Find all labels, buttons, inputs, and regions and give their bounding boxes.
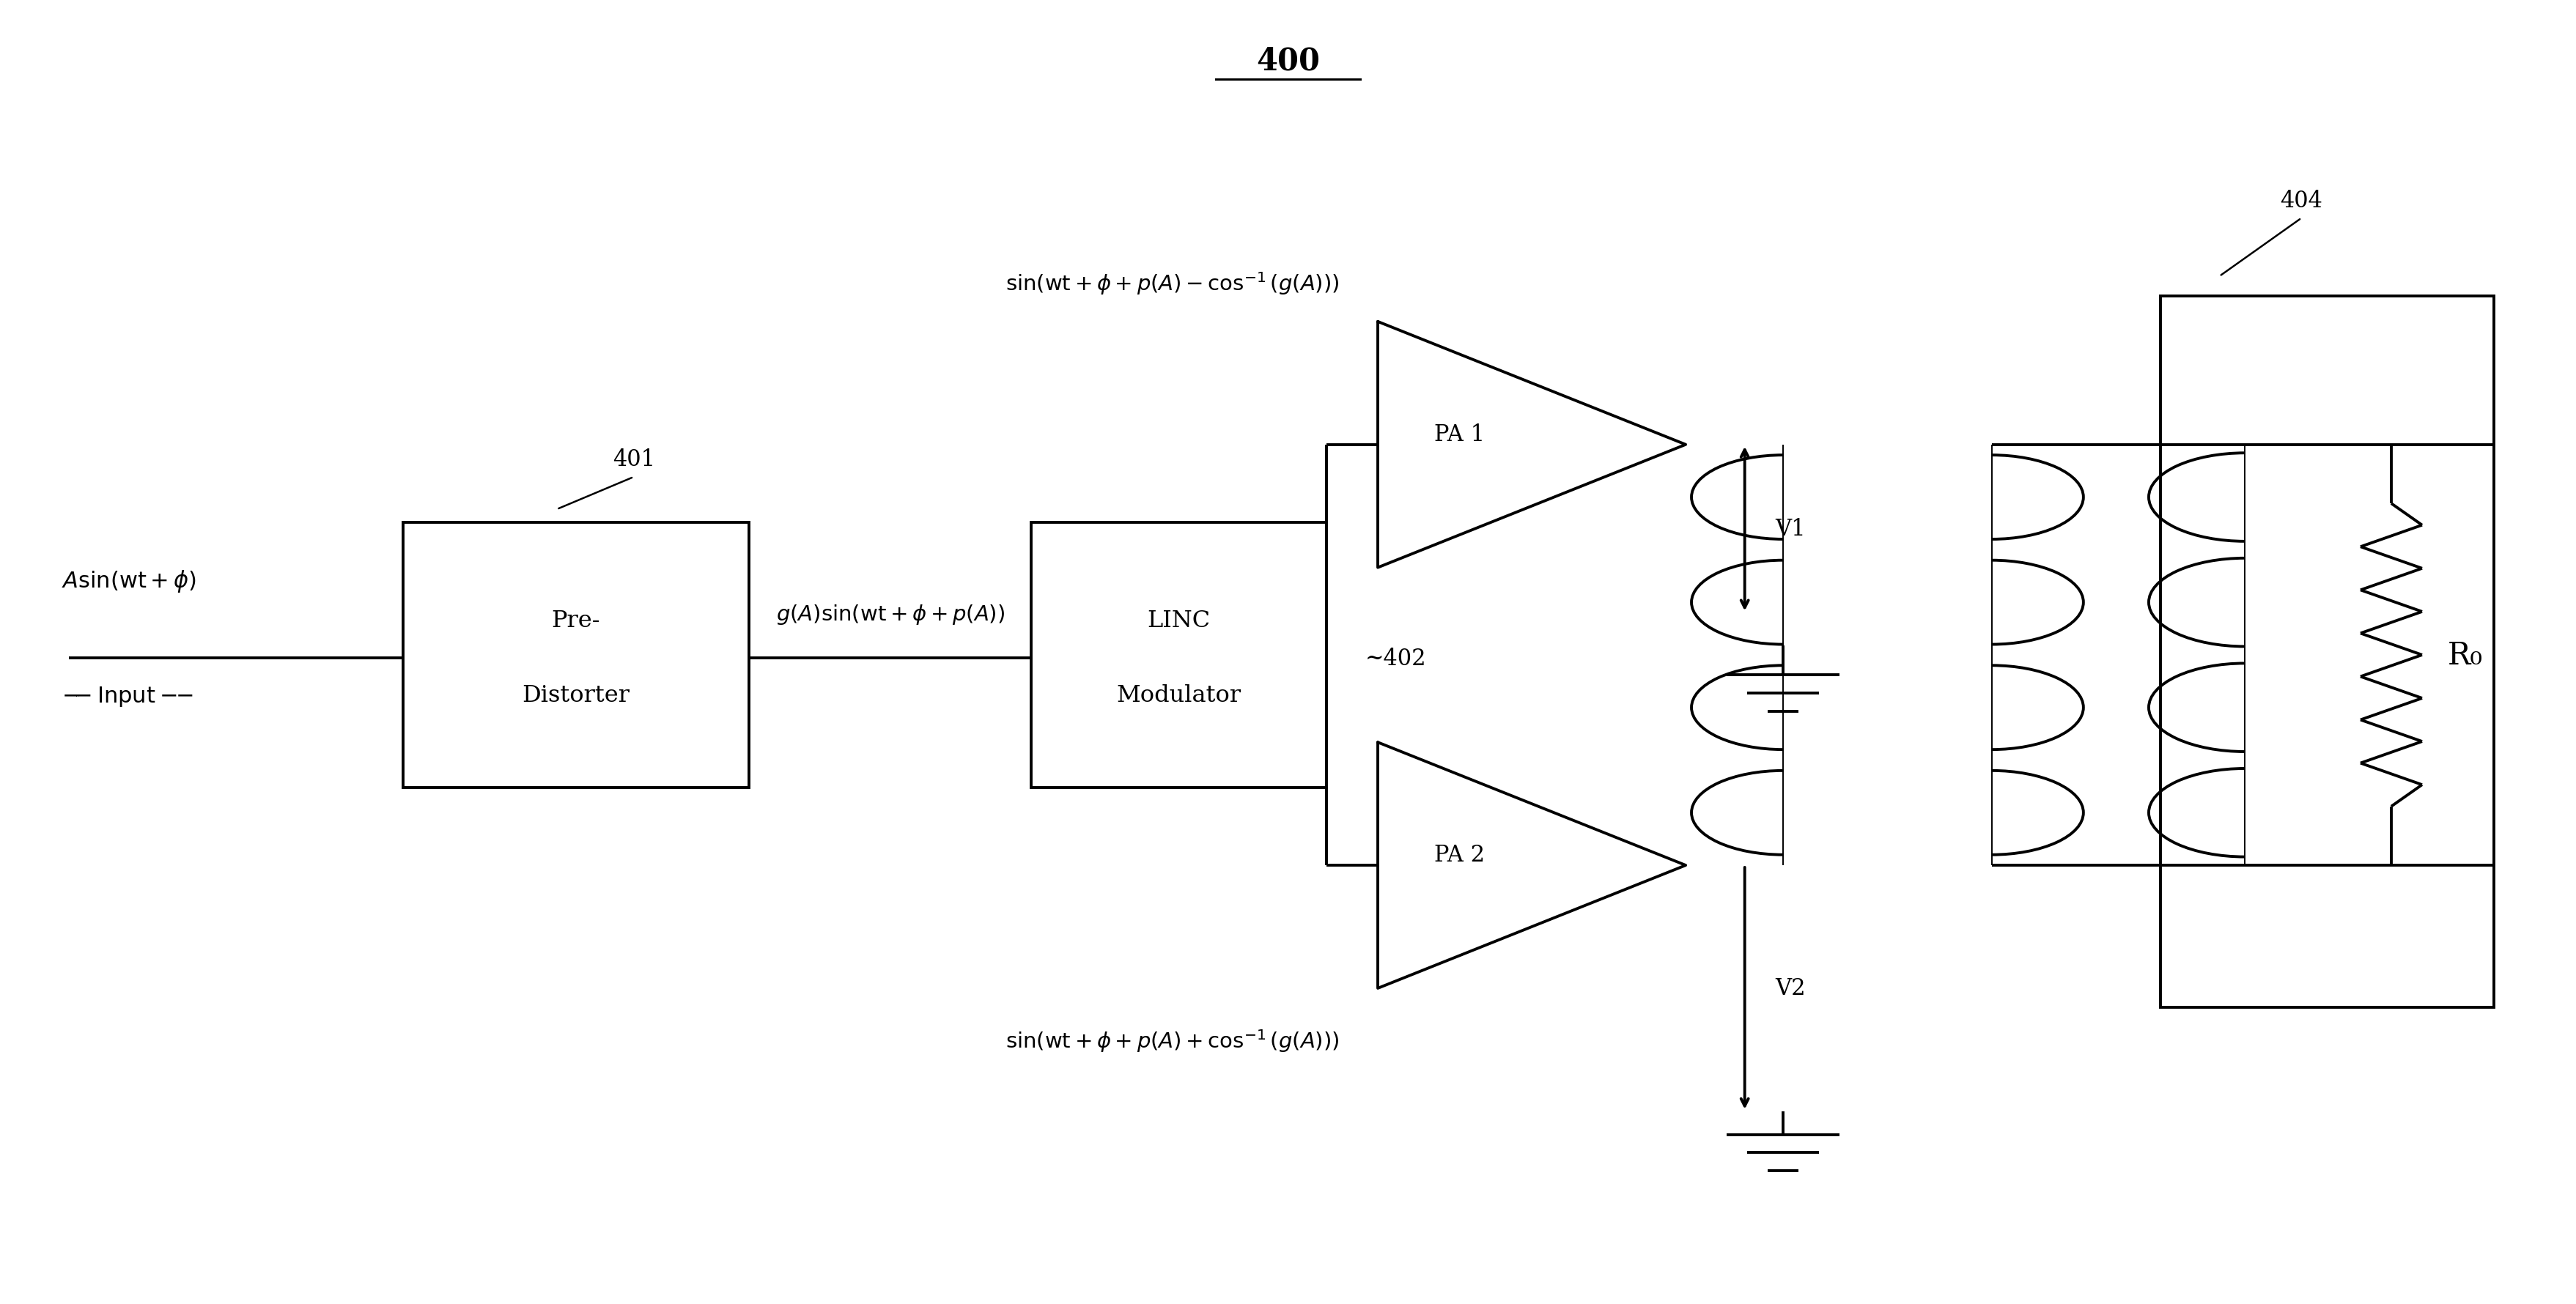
Text: Pre-: Pre- [551,609,600,632]
Text: Distorter: Distorter [523,683,631,707]
Text: 401: 401 [613,449,654,471]
Text: PA 1: PA 1 [1435,424,1484,446]
Bar [1030,523,1327,788]
Text: PA 2: PA 2 [1435,844,1484,866]
Text: LINC: LINC [1146,609,1211,632]
Text: $\sin(\mathrm{wt}+\phi+p(A)+\cos^{-1}(g(A)))$: $\sin(\mathrm{wt}+\phi+p(A)+\cos^{-1}(g(… [1005,1028,1340,1054]
Text: $g(A)\sin(\mathrm{wt}+\phi+p(A))$: $g(A)\sin(\mathrm{wt}+\phi+p(A))$ [775,602,1005,626]
Text: $A\sin(\mathrm{wt}+\phi)$: $A\sin(\mathrm{wt}+\phi)$ [62,569,196,593]
Bar [2161,296,2494,1008]
Text: $-\!\!\!-\mathrm{Input}-\!\!\!-$: $-\!\!\!-\mathrm{Input}-\!\!\!-$ [62,685,193,708]
Text: R₀: R₀ [2447,640,2483,670]
Text: ~402: ~402 [1365,647,1427,670]
Text: 400: 400 [1257,46,1319,76]
Text: V2: V2 [1775,977,1806,1000]
Bar [402,523,750,788]
Text: Modulator: Modulator [1115,683,1242,707]
Text: $\sin(\mathrm{wt}+\phi+p(A)-\cos^{-1}(g(A)))$: $\sin(\mathrm{wt}+\phi+p(A)-\cos^{-1}(g(… [1005,270,1340,296]
Text: V1: V1 [1775,518,1806,540]
Text: 404: 404 [2280,189,2324,213]
